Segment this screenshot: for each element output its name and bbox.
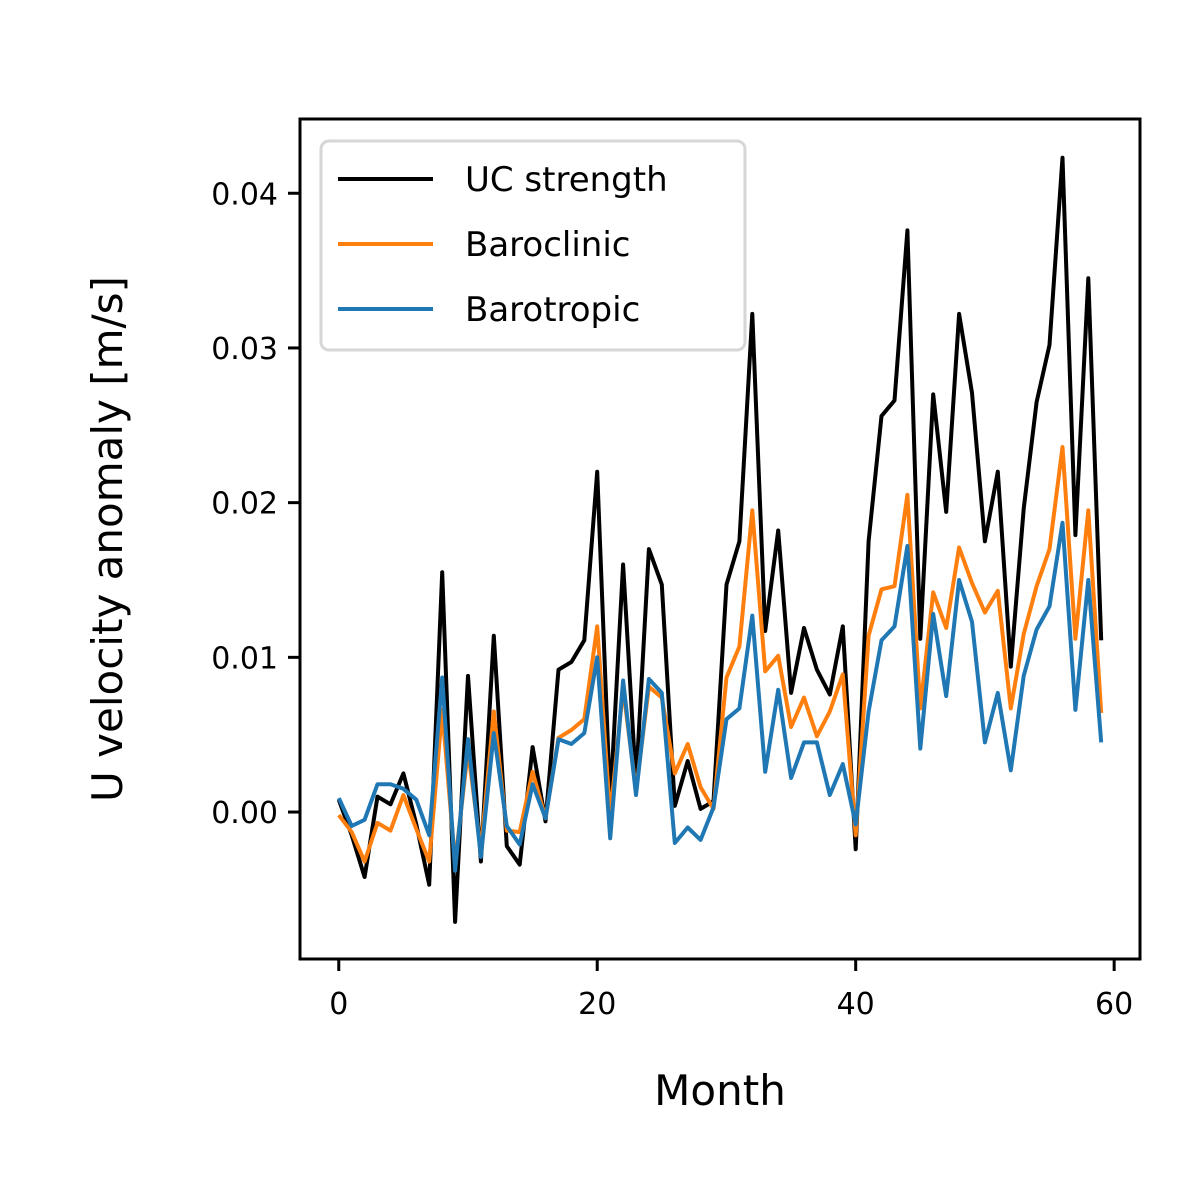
x-tick-label: 0 xyxy=(329,987,348,1022)
series-line-barotropic xyxy=(336,520,1104,873)
x-tick-label: 20 xyxy=(578,987,616,1022)
y-tick-label: 0.01 xyxy=(211,641,278,676)
y-axis: 0.00 0.01 0.02 0.03 0.04 xyxy=(211,177,300,831)
y-tick-label: 0.03 xyxy=(211,332,278,367)
y-tick-label: 0.02 xyxy=(211,487,278,522)
series-layer xyxy=(336,155,1104,924)
x-axis: 0 20 40 60 xyxy=(329,959,1133,1022)
legend: UC strength Baroclinic Barotropic xyxy=(319,139,747,352)
legend-box xyxy=(319,139,747,352)
series-line-uc-strength xyxy=(336,155,1104,924)
legend-label-baroclinic: Baroclinic xyxy=(465,225,630,265)
legend-label-uc-strength: UC strength xyxy=(465,160,668,200)
x-tick-label: 40 xyxy=(837,987,875,1022)
y-axis-label: U velocity anomaly [m/s] xyxy=(83,276,132,802)
x-axis-label: Month xyxy=(654,1066,786,1115)
y-tick-label: 0.00 xyxy=(211,796,278,831)
y-tick-label: 0.04 xyxy=(211,177,278,212)
x-tick-label: 60 xyxy=(1095,987,1133,1022)
plot-frame xyxy=(298,117,1142,961)
legend-label-barotropic: Barotropic xyxy=(465,290,640,330)
